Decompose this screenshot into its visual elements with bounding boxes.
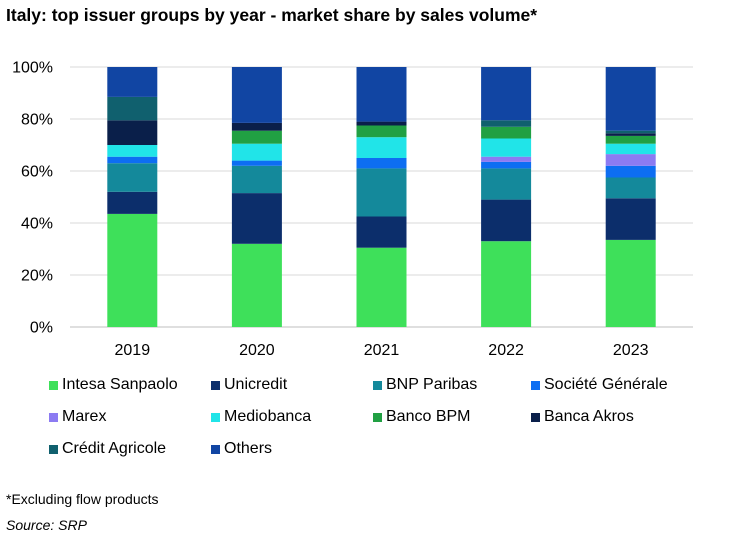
bar-segment-cr-dit-agricole-2019 <box>107 96 158 121</box>
legend-label: Crédit Agricole <box>62 440 167 457</box>
legend-swatch <box>211 412 220 422</box>
legend-label: Others <box>224 440 273 457</box>
bar-segment-intesa-sanpaolo-2019 <box>107 213 158 327</box>
bar-segment-soci-t-g-n-rale-2022 <box>481 161 532 169</box>
x-tick-label: 2021 <box>364 342 400 359</box>
bar-segment-intesa-sanpaolo-2023 <box>605 239 656 327</box>
y-tick-label: 20% <box>21 268 53 285</box>
y-tick-label: 40% <box>21 216 53 233</box>
bar-segment-intesa-sanpaolo-2020 <box>231 243 282 327</box>
bar-segment-banco-bpm-2021 <box>356 125 407 138</box>
legend-item: Intesa Sanpaolo <box>49 376 178 394</box>
bar-segment-soci-t-g-n-rale-2021 <box>356 158 407 169</box>
bar-segment-others-2023 <box>605 67 656 131</box>
bar-segment-bnp-paribas-2020 <box>231 165 282 194</box>
bar-segment-intesa-sanpaolo-2022 <box>481 241 532 327</box>
legend-label: Société Générale <box>544 376 668 393</box>
legend-label: BNP Paribas <box>386 376 478 393</box>
legend-item: Marex <box>49 408 106 426</box>
bar-segment-unicredit-2019 <box>107 191 158 214</box>
bar-segment-banca-akros-2019 <box>107 120 158 145</box>
x-tick-label: 2020 <box>239 342 275 359</box>
legend-swatch <box>531 412 540 422</box>
chart-title: Italy: top issuer groups by year - marke… <box>6 5 538 25</box>
legend-label: Banca Akros <box>544 408 634 425</box>
bar-segment-banco-bpm-2022 <box>481 126 532 139</box>
bar-segment-bnp-paribas-2022 <box>481 168 532 200</box>
bars <box>107 67 656 327</box>
bar-segment-unicredit-2020 <box>231 193 282 244</box>
legend-item: Unicredit <box>211 376 287 394</box>
legend-swatch <box>211 380 220 390</box>
bar-segment-others-2022 <box>481 67 532 121</box>
legend-swatch <box>49 380 58 390</box>
legend-swatch <box>373 380 382 390</box>
bar-segment-bnp-paribas-2019 <box>107 163 158 192</box>
bar-segment-soci-t-g-n-rale-2023 <box>605 165 656 178</box>
x-tick-label: 2019 <box>115 342 151 359</box>
legend-item: Crédit Agricole <box>49 440 166 458</box>
footnote: *Excluding flow products <box>6 491 159 507</box>
bar-segment-mediobanca-2023 <box>605 143 656 155</box>
bar-segment-mediobanca-2022 <box>481 138 532 157</box>
bar-segment-mediobanca-2021 <box>356 137 407 158</box>
legend-item: Société Générale <box>531 376 668 394</box>
legend-label: Banco BPM <box>386 408 471 425</box>
bar-segment-banca-akros-2023 <box>605 133 656 136</box>
bar-segment-unicredit-2023 <box>605 198 656 240</box>
bar-segment-intesa-sanpaolo-2021 <box>356 247 407 327</box>
legend-label: Intesa Sanpaolo <box>62 376 178 393</box>
legend-item: Mediobanca <box>211 408 311 426</box>
bar-segment-soci-t-g-n-rale-2019 <box>107 156 158 164</box>
source-note: Source: SRP <box>6 517 87 533</box>
legend-swatch <box>49 412 58 422</box>
legend-label: Unicredit <box>224 376 288 393</box>
y-axis-tick-labels: 0% 20% 40% 60% 80% 100% <box>12 60 53 337</box>
bar-segment-others-2021 <box>356 67 407 122</box>
bar-segment-unicredit-2021 <box>356 216 407 248</box>
bar-segment-marex-2023 <box>605 154 656 166</box>
bar-segment-others-2019 <box>107 67 158 97</box>
bar-segment-cr-dit-agricole-2023 <box>605 130 656 134</box>
legend-item: Others <box>211 440 272 458</box>
bar-segment-cr-dit-agricole-2022 <box>481 120 532 127</box>
legend-label: Marex <box>62 408 107 425</box>
y-tick-label: 100% <box>12 60 53 77</box>
bar-segment-banca-akros-2021 <box>356 121 407 126</box>
bar-segment-others-2020 <box>231 67 282 123</box>
legend-item: BNP Paribas <box>373 376 477 394</box>
bar-segment-banca-akros-2020 <box>231 122 282 131</box>
bar-segment-mediobanca-2020 <box>231 143 282 161</box>
bar-segment-marex-2022 <box>481 156 532 162</box>
legend-label: Mediobanca <box>224 408 312 425</box>
legend-item: Banco BPM <box>373 408 470 426</box>
x-axis-tick-labels: 2019 2020 2021 2022 2023 <box>115 342 649 359</box>
bar-segment-bnp-paribas-2021 <box>356 168 407 217</box>
legend-swatch <box>531 380 540 390</box>
bar-segment-banco-bpm-2023 <box>605 135 656 144</box>
bar-segment-bnp-paribas-2023 <box>605 177 656 199</box>
legend-swatch <box>211 444 220 454</box>
bar-segment-soci-t-g-n-rale-2020 <box>231 160 282 166</box>
x-tick-label: 2022 <box>488 342 524 359</box>
stacked-bar-chart: 0% 20% 40% 60% 80% 100% 2019 2020 2021 2022 2023 <box>12 60 693 359</box>
legend-swatch <box>49 444 58 454</box>
bar-segment-unicredit-2022 <box>481 199 532 242</box>
legend-swatch <box>373 412 382 422</box>
y-tick-label: 80% <box>21 112 53 129</box>
y-tick-label: 60% <box>21 164 53 181</box>
y-tick-label: 0% <box>30 320 53 337</box>
legend-item: Banca Akros <box>531 408 634 426</box>
bar-segment-banco-bpm-2020 <box>231 130 282 144</box>
bar-segment-mediobanca-2019 <box>107 145 158 157</box>
x-tick-label: 2023 <box>613 342 649 359</box>
